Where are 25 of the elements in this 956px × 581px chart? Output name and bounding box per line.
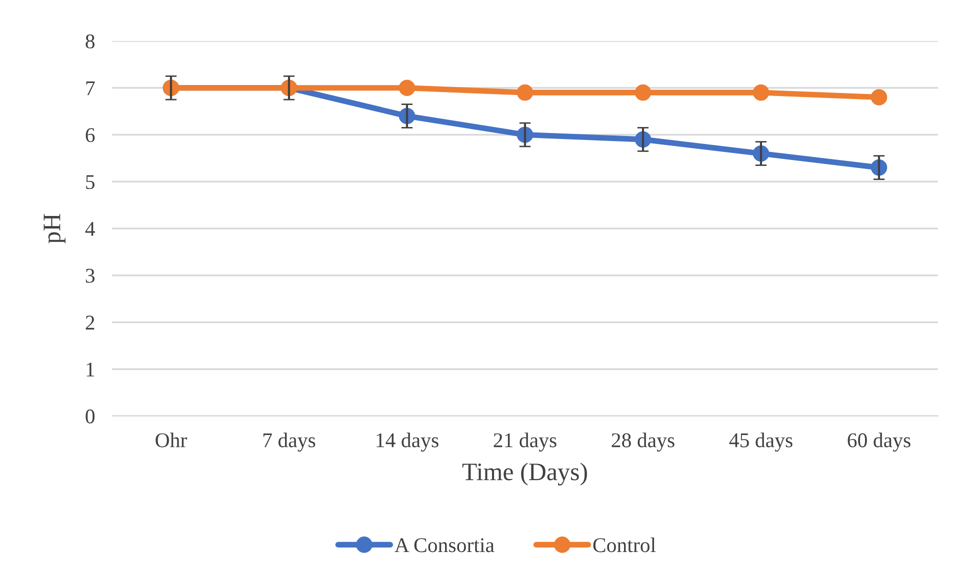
y-tick-label: 2 <box>86 316 94 330</box>
legend-label: A Consortia <box>394 538 494 552</box>
y-tick-label: 4 <box>85 222 96 236</box>
point <box>752 84 770 101</box>
x-tick-label: 60 days <box>848 432 910 452</box>
x-tick-label: 7 days <box>263 432 316 452</box>
point <box>398 80 416 96</box>
point <box>870 89 888 106</box>
y-tick-label: 1 <box>86 362 94 376</box>
legend-label: Control <box>593 538 656 552</box>
x-tick-label: 28 days <box>612 432 674 452</box>
y-axis-title: pH <box>44 214 66 244</box>
point <box>634 84 652 101</box>
y-tick-label: 3 <box>86 268 95 283</box>
point <box>516 84 534 101</box>
y-tick-label: 6 <box>86 128 95 142</box>
y-tick-label: 0 <box>86 409 95 424</box>
x-tick-label: Ohr <box>156 432 188 448</box>
y-tick-label: 7 <box>86 81 95 96</box>
x-tick-label: 45 days <box>729 432 792 452</box>
y-tick-label: 5 <box>86 175 95 190</box>
y-tick-label: 8 <box>86 34 95 48</box>
x-tick-label: 14 days <box>376 432 438 452</box>
x-tick-label: 21 days <box>494 432 556 452</box>
x-axis-title: Time (Days) <box>462 462 587 486</box>
